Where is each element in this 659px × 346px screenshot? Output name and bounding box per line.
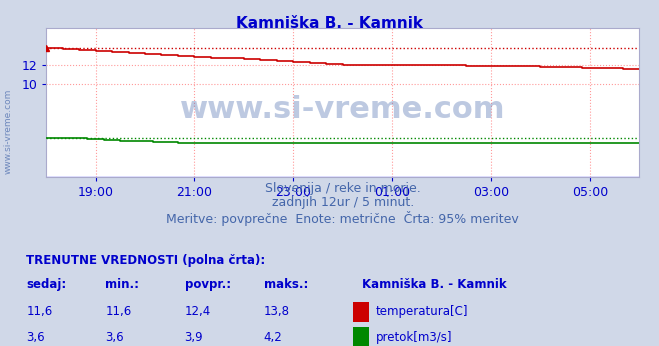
Text: 13,8: 13,8 xyxy=(264,305,289,318)
Text: Kamniška B. - Kamnik: Kamniška B. - Kamnik xyxy=(362,278,507,291)
Text: maks.:: maks.: xyxy=(264,278,308,291)
Text: 12,4: 12,4 xyxy=(185,305,211,318)
Text: www.si-vreme.com: www.si-vreme.com xyxy=(3,89,13,174)
Text: sedaj:: sedaj: xyxy=(26,278,67,291)
Text: zadnjih 12ur / 5 minut.: zadnjih 12ur / 5 minut. xyxy=(272,197,414,209)
Text: Meritve: povprečne  Enote: metrične  Črta: 95% meritev: Meritve: povprečne Enote: metrične Črta:… xyxy=(166,211,519,226)
Text: Kamniška B. - Kamnik: Kamniška B. - Kamnik xyxy=(236,16,423,30)
Text: 11,6: 11,6 xyxy=(105,305,132,318)
Text: 11,6: 11,6 xyxy=(26,305,53,318)
Text: www.si-vreme.com: www.si-vreme.com xyxy=(180,95,505,124)
Text: 4,2: 4,2 xyxy=(264,331,282,345)
Text: 3,6: 3,6 xyxy=(26,331,45,345)
Text: 3,6: 3,6 xyxy=(105,331,124,345)
Text: 3,9: 3,9 xyxy=(185,331,203,345)
Text: Slovenija / reke in morje.: Slovenija / reke in morje. xyxy=(265,182,420,195)
Text: min.:: min.: xyxy=(105,278,140,291)
Text: povpr.:: povpr.: xyxy=(185,278,231,291)
FancyBboxPatch shape xyxy=(353,302,369,322)
FancyBboxPatch shape xyxy=(353,327,369,346)
Text: pretok[m3/s]: pretok[m3/s] xyxy=(376,331,452,345)
Text: temperatura[C]: temperatura[C] xyxy=(376,305,468,318)
Text: TRENUTNE VREDNOSTI (polna črta):: TRENUTNE VREDNOSTI (polna črta): xyxy=(26,254,266,267)
